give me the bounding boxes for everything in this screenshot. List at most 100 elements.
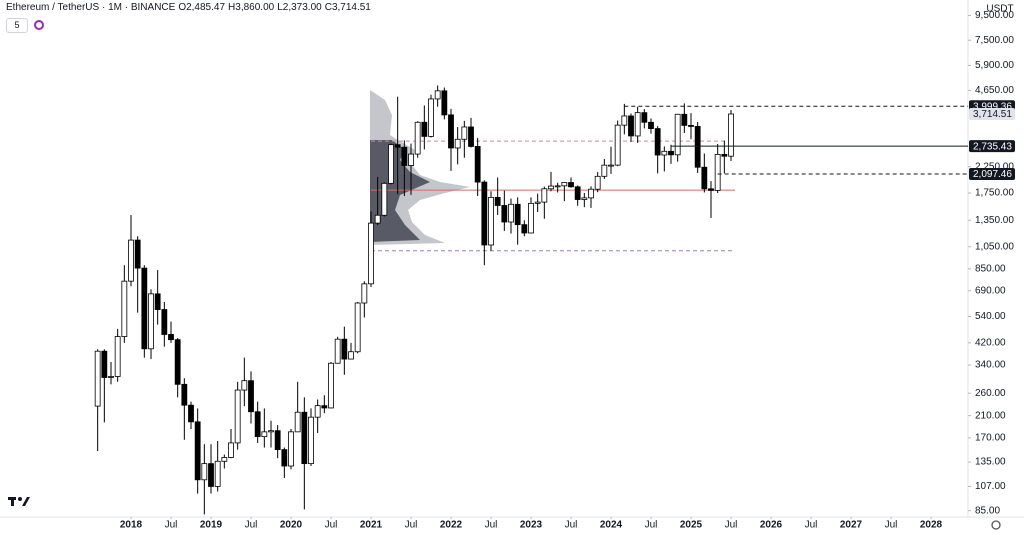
candle	[154, 270, 161, 325]
x-tick-label: 2025	[680, 520, 703, 531]
candle	[668, 144, 674, 164]
candle-body	[708, 188, 714, 191]
candle	[281, 447, 288, 478]
candle	[614, 120, 621, 167]
candle-body	[308, 416, 314, 465]
indicator-count-text: 5	[14, 20, 20, 30]
candle-body	[674, 113, 681, 156]
candle-body	[428, 98, 434, 137]
candle	[308, 408, 314, 467]
candle	[581, 193, 588, 208]
candle-body	[221, 457, 228, 462]
candle	[454, 127, 461, 165]
y-tick-label: 7,500.00	[975, 35, 1014, 46]
candle-body	[474, 146, 481, 183]
y-tick-label: 540.00	[975, 311, 1006, 322]
candle	[554, 182, 561, 193]
candle	[374, 176, 381, 226]
candle-body	[201, 463, 208, 481]
candle	[228, 428, 234, 459]
last-price-badge	[969, 107, 1015, 120]
price-badge	[969, 140, 1015, 153]
candle-body	[448, 114, 454, 149]
candle	[628, 113, 634, 142]
candle-body	[328, 362, 334, 409]
candle-body	[434, 90, 441, 100]
x-tick-label: Jul	[885, 520, 898, 531]
candle	[168, 321, 174, 343]
candle	[621, 103, 628, 135]
candle-body	[281, 449, 288, 467]
candle-body	[121, 280, 128, 337]
candle-body	[248, 380, 254, 413]
candle	[601, 158, 608, 180]
candle	[521, 220, 528, 237]
candle	[114, 328, 121, 382]
y-tick-label: 2,250.00	[975, 161, 1014, 172]
candle	[241, 357, 248, 407]
candle	[181, 378, 188, 440]
settings-icon[interactable]	[991, 520, 1001, 530]
y-tick-label: 260.00	[975, 388, 1006, 399]
candle	[694, 122, 701, 173]
candle	[688, 113, 694, 140]
candle	[474, 137, 481, 197]
candle-body	[321, 405, 328, 409]
candle-body	[414, 121, 421, 155]
candle-body	[254, 411, 261, 438]
candle	[148, 289, 154, 360]
candle-body	[454, 138, 461, 149]
candle-body	[154, 293, 161, 310]
candle-body	[728, 113, 734, 157]
price-badge-label: 2,735.43	[973, 141, 1012, 152]
candle	[508, 198, 514, 234]
candle	[648, 118, 654, 134]
candle-body	[108, 376, 114, 378]
candle	[274, 425, 281, 459]
candle-body	[374, 214, 381, 224]
candle-body	[401, 146, 408, 166]
candle	[248, 371, 254, 424]
candle	[121, 265, 128, 343]
candle	[161, 301, 168, 347]
candle-body	[514, 203, 521, 226]
candle	[101, 349, 108, 423]
candle	[548, 171, 554, 192]
candle	[314, 399, 321, 434]
candle-body	[94, 350, 101, 407]
candle-body	[241, 380, 248, 391]
y-tick-label: 135.00	[975, 457, 1006, 468]
candle-body	[688, 125, 694, 127]
candle	[348, 342, 354, 360]
x-tick-label: Jul	[485, 520, 498, 531]
candle	[321, 395, 328, 414]
indicator-count[interactable]: 5	[6, 18, 28, 33]
candle	[141, 265, 148, 358]
y-tick-label: 4,650.00	[975, 85, 1014, 96]
candle-body	[648, 121, 654, 129]
ohlc-number: 3,714.51	[331, 2, 371, 13]
candle	[568, 177, 574, 188]
candle-body	[141, 267, 148, 350]
x-tick-label: Jul	[245, 520, 258, 531]
candle	[194, 408, 201, 494]
candle-body	[694, 126, 701, 168]
x-tick-label: 2026	[760, 520, 783, 531]
candle-body	[441, 90, 448, 116]
ohlc-value: O2,485.47	[178, 2, 225, 13]
candle	[401, 140, 408, 197]
candle-body	[608, 164, 614, 167]
candle	[654, 126, 661, 174]
candle-body	[181, 383, 188, 406]
indicator-icon[interactable]	[33, 19, 45, 31]
candle	[334, 336, 341, 364]
candle	[288, 428, 294, 470]
candle-body	[301, 411, 308, 465]
ohlc-value: C3,714.51	[325, 2, 371, 13]
y-tick-label: 107.00	[975, 481, 1006, 492]
candle	[134, 236, 141, 313]
tv-logo	[8, 497, 30, 506]
candle-body	[528, 202, 534, 234]
candle	[468, 117, 474, 148]
